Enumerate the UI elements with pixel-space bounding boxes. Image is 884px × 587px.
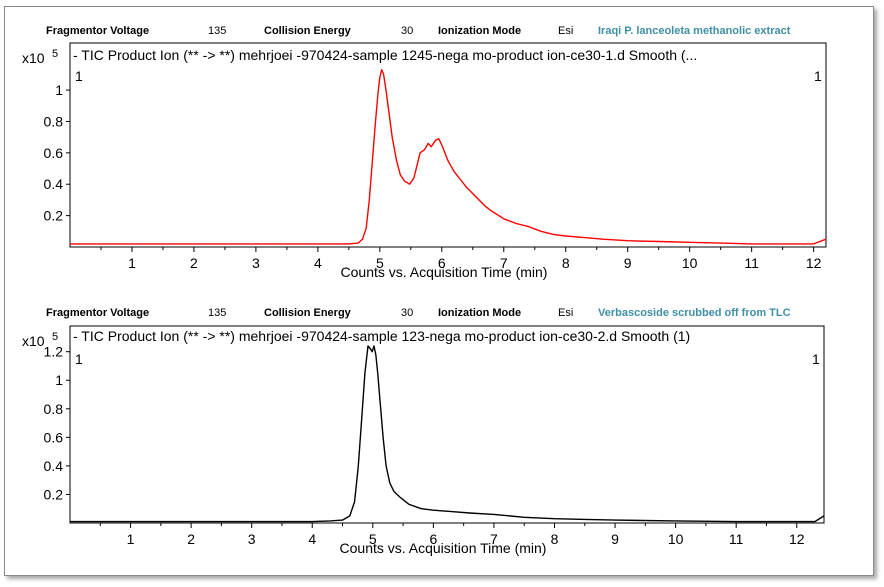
figure-frame: [4, 6, 874, 576]
y-tick-label: 0.4: [44, 176, 64, 192]
x-tick-label: 2: [187, 531, 195, 547]
y-multiplier-exponent: 5: [52, 331, 58, 343]
ionization-label: Ionization Mode: [438, 25, 522, 37]
collision-value: 30: [401, 307, 414, 319]
x-tick-label: 2: [190, 255, 198, 271]
x-tick-label: 8: [551, 531, 559, 547]
sample-label: Verbascoside scrubbed off from TLC: [598, 307, 791, 319]
plot-title: - TIC Product Ion (** -> **) mehrjoei -9…: [73, 47, 697, 63]
x-tick-label: 6: [429, 531, 437, 547]
x-axis-title: Counts vs. Acquisition Time (min): [341, 264, 548, 280]
y-tick-label: 0.8: [44, 401, 64, 417]
y-tick-label: 1.2: [44, 344, 64, 360]
y-tick-label: 0.8: [44, 113, 64, 129]
y-tick-label: 1: [55, 82, 63, 98]
chart-svg-2: - TIC Product Ion (** -> **) mehrjoei -9…: [22, 325, 825, 556]
fragmentor-label: Fragmentor Voltage: [46, 307, 150, 319]
x-tick-label: 3: [252, 255, 260, 271]
x-tick-label: 6: [438, 255, 446, 271]
y-tick-label: 0.6: [44, 429, 64, 445]
fragmentor-value: 135: [208, 307, 227, 319]
plot-area: [69, 325, 825, 524]
y-multiplier: x10: [22, 333, 45, 349]
collision-label: Collision Energy: [264, 307, 351, 319]
x-tick-label: 4: [308, 531, 316, 547]
chart-svg-1: - TIC Product Ion (** -> **) mehrjoei -9…: [22, 42, 827, 280]
plot-area: [69, 42, 827, 248]
x-tick-label: 7: [490, 531, 498, 547]
corner-label-left: 1: [75, 68, 83, 84]
chromatogram-panel-2: Fragmentor Voltage 135 Collision Energy …: [0, 283, 884, 573]
collision-label: Collision Energy: [264, 25, 351, 37]
x-tick-label: 5: [369, 531, 377, 547]
sample-label: Iraqi P. lanceoleta methanolic extract: [598, 25, 791, 37]
y-tick-label: 0.4: [44, 458, 64, 474]
x-tick-label: 10: [682, 255, 698, 271]
x-tick-label: 9: [611, 531, 619, 547]
x-tick-label: 5: [376, 255, 384, 271]
ionization-label: Ionization Mode: [438, 307, 522, 319]
y-tick-label: 0.2: [44, 208, 64, 224]
chromatogram-panel-1: Fragmentor Voltage 135 Collision Energy …: [0, 0, 884, 290]
x-tick-label: 12: [806, 255, 822, 271]
x-tick-label: 7: [500, 255, 508, 271]
x-tick-label: 9: [624, 255, 632, 271]
series-line-1: [70, 345, 825, 523]
x-tick-label: 3: [248, 531, 256, 547]
y-multiplier-exponent: 5: [52, 48, 58, 60]
corner-label-right: 1: [812, 351, 820, 367]
fragmentor-value: 135: [208, 25, 227, 37]
corner-label-right: 1: [814, 68, 822, 84]
x-tick-label: 12: [789, 531, 805, 547]
x-tick-label: 11: [744, 255, 759, 271]
x-tick-label: 1: [127, 531, 135, 547]
x-tick-label: 1: [128, 255, 136, 271]
corner-label-left: 1: [75, 351, 83, 367]
plot-title: - TIC Product Ion (** -> **) mehrjoei -9…: [73, 328, 690, 344]
y-tick-label: 0.6: [44, 145, 64, 161]
x-tick-label: 11: [729, 531, 744, 547]
series-line-1: [70, 68, 827, 245]
fragmentor-label: Fragmentor Voltage: [46, 25, 150, 37]
y-tick-label: 0.2: [44, 486, 64, 502]
collision-value: 30: [401, 25, 414, 37]
x-axis-title: Counts vs. Acquisition Time (min): [340, 540, 547, 556]
ionization-value: Esi: [558, 25, 574, 37]
y-tick-label: 1: [55, 372, 63, 388]
y-multiplier: x10: [22, 50, 45, 66]
ionization-value: Esi: [558, 307, 574, 319]
x-tick-label: 8: [562, 255, 570, 271]
x-tick-label: 4: [314, 255, 322, 271]
x-tick-label: 10: [668, 531, 684, 547]
